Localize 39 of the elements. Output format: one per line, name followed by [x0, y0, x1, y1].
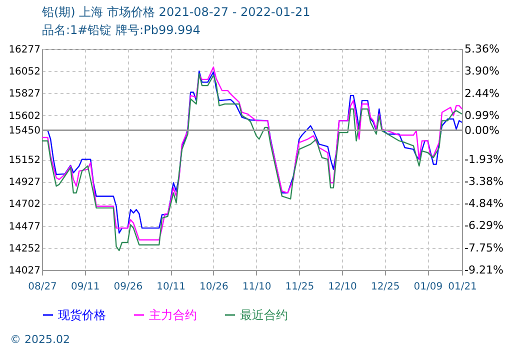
legend-label: 现货价格: [58, 308, 106, 322]
y2-tick-label: -3.38%: [464, 175, 504, 188]
y-tick-label: 15602: [8, 110, 40, 122]
x-tick-label: 12/25: [370, 282, 400, 292]
y-tick-label: 16052: [8, 66, 40, 78]
y2-tick-label: 5.36%: [464, 42, 500, 56]
x-tick-label: 12/10: [328, 282, 357, 292]
chart-title: 铅(期) 上海 市场价格 2021-08-27 - 2022-01-21: [41, 5, 310, 19]
y-tick-label: 14927: [8, 177, 40, 188]
y2-tick-label: 2.44%: [464, 86, 500, 100]
x-tick-label: 09/26: [114, 282, 143, 292]
y2-tick-label: -6.29%: [464, 219, 504, 232]
y2-tick-label: 3.90%: [464, 64, 500, 78]
text: © 2025.02: [10, 333, 70, 346]
y-tick-label: 15152: [8, 155, 40, 166]
y-tick-label: 16277: [8, 44, 40, 56]
y-tick-label: 14477: [8, 221, 40, 232]
x-tick-label: 11/25: [285, 282, 314, 292]
y2-tick-label: -1.93%: [464, 153, 504, 166]
legend-label: 最近合约: [240, 308, 288, 322]
y2-tick-label: -4.84%: [464, 197, 504, 210]
x-tick-label: 10/26: [200, 282, 228, 292]
y-tick-label: 15827: [8, 88, 40, 100]
chart-subtitle: 品名:1#铅锭 牌号:Pb99.994: [42, 23, 200, 37]
x-tick-label: 11/10: [242, 282, 272, 292]
y2-tick-label: 0.00%: [464, 124, 500, 137]
x-tick-label: 01/09: [414, 282, 443, 292]
y2-tick-label: -9.21%: [464, 264, 504, 276]
legend-label: 主力合约: [149, 308, 197, 322]
x-tick-label: 01/21: [448, 282, 477, 292]
y2-tick-label: 0.99%: [464, 108, 500, 122]
y2-tick-label: -7.75%: [464, 241, 504, 254]
y-tick-label: 14252: [8, 243, 40, 254]
x-tick-label: 08/27: [28, 282, 57, 292]
x-tick-label: 09/11: [70, 282, 100, 292]
y-tick-label: 14702: [8, 199, 40, 210]
y-tick-label: 14027: [8, 266, 40, 276]
y-tick-label: 15450: [8, 126, 40, 137]
x-tick-label: 10/11: [156, 282, 186, 292]
